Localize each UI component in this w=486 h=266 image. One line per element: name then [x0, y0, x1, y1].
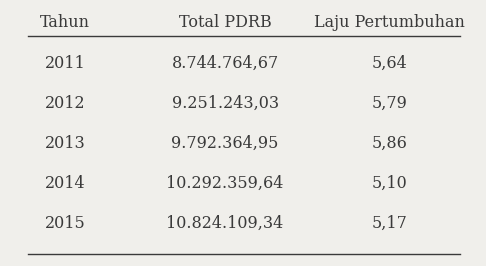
- Text: 5,17: 5,17: [372, 215, 408, 232]
- Text: 5,64: 5,64: [372, 55, 407, 72]
- Text: 10.292.359,64: 10.292.359,64: [166, 175, 284, 192]
- Text: Total PDRB: Total PDRB: [179, 14, 272, 31]
- Text: 5,86: 5,86: [372, 135, 408, 152]
- Text: 2013: 2013: [45, 135, 86, 152]
- Text: 9.792.364,95: 9.792.364,95: [172, 135, 279, 152]
- Text: Tahun: Tahun: [40, 14, 90, 31]
- Text: 2014: 2014: [45, 175, 86, 192]
- Text: 2015: 2015: [45, 215, 86, 232]
- Text: Laju Pertumbuhan: Laju Pertumbuhan: [314, 14, 465, 31]
- Text: 8.744.764,67: 8.744.764,67: [172, 55, 278, 72]
- Text: 5,10: 5,10: [372, 175, 407, 192]
- Text: 9.251.243,03: 9.251.243,03: [172, 95, 278, 112]
- Text: 5,79: 5,79: [372, 95, 408, 112]
- Text: 2012: 2012: [45, 95, 86, 112]
- Text: 10.824.109,34: 10.824.109,34: [166, 215, 284, 232]
- Text: 2011: 2011: [45, 55, 86, 72]
